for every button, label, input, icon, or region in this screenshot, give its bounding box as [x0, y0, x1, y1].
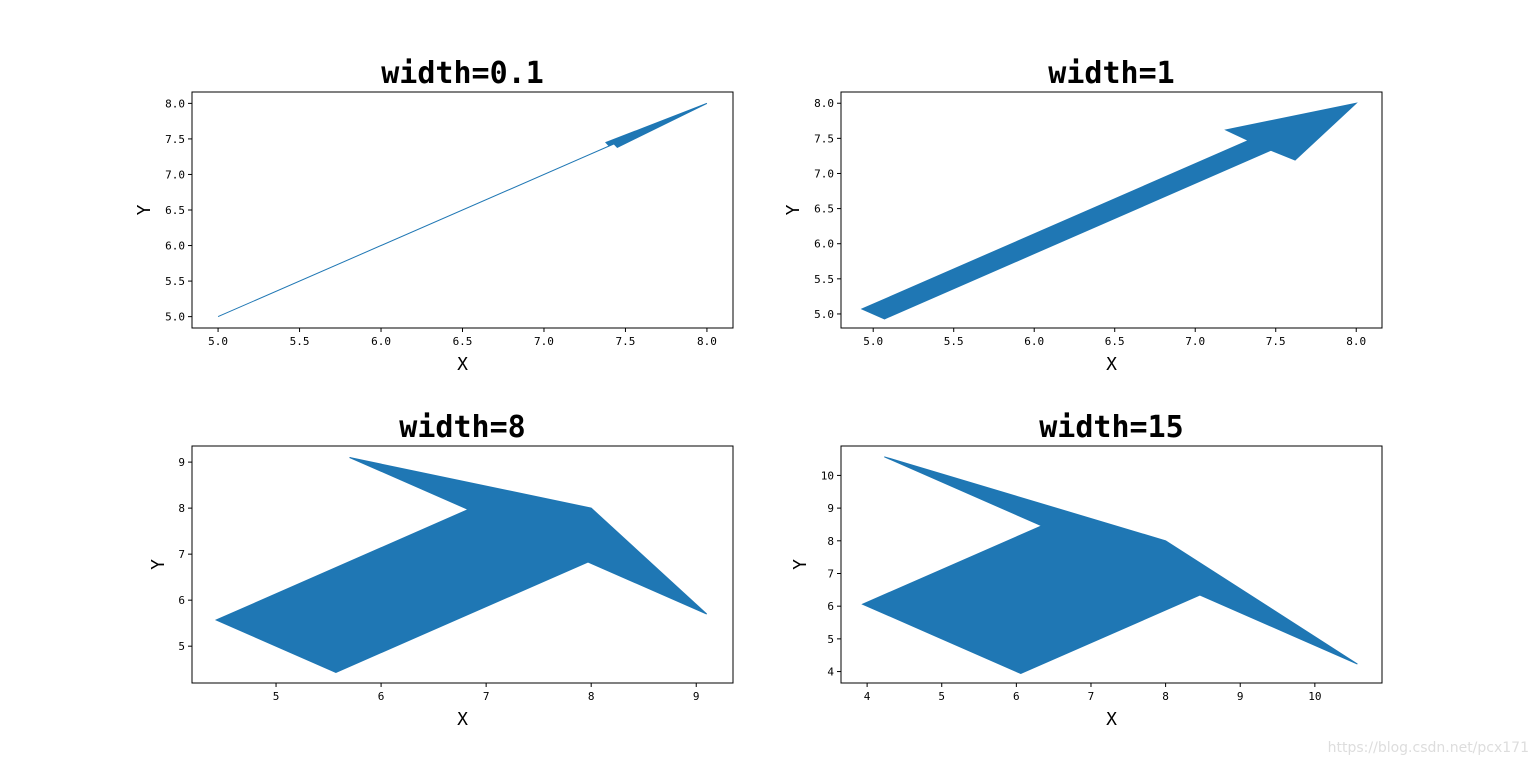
- x-tick-label: 7.5: [1266, 335, 1286, 348]
- x-tick-label: 7.0: [534, 335, 554, 348]
- y-tick-label: 7.0: [814, 167, 834, 180]
- y-tick-label: 8.0: [165, 97, 185, 110]
- y-tick-label: 8: [827, 535, 834, 548]
- x-tick-label: 5: [273, 690, 280, 703]
- y-tick-label: 7.5: [814, 132, 834, 145]
- x-tick-label: 9: [693, 690, 700, 703]
- y-tick-label: 9: [827, 502, 834, 515]
- x-tick-label: 8: [1162, 690, 1169, 703]
- y-tick-label: 8.0: [814, 97, 834, 110]
- chart-title: width=1: [1048, 56, 1174, 91]
- subplot-3: 5 6 7 8 9 5 6 7 8 9 width=8 X Y: [148, 410, 734, 730]
- x-axis-label: X: [1106, 709, 1117, 730]
- x-tick-label: 6.5: [453, 335, 473, 348]
- subplot-2: 5.0 5.5 6.0 6.5 7.0 7.5 8.0 5.0 5.5 6.0 6.5 7.0 7.5 8…: [783, 56, 1383, 375]
- x-tick-label: 5.0: [208, 335, 228, 348]
- chart-title: width=0.1: [381, 56, 544, 91]
- axes-frame: [840, 445, 1383, 684]
- x-tick-label: 7: [1088, 690, 1095, 703]
- subplot-1: 5.0 5.5 6.0 6.5 7.0 7.5 8.0 5.0 5.5 6.0 6.5 7.0 7.5 8…: [134, 56, 734, 375]
- x-tick-label: 8.0: [1346, 335, 1366, 348]
- y-axis-label: Y: [134, 204, 155, 215]
- y-tick-label: 10: [821, 469, 834, 482]
- y-tick-label: 6.5: [814, 203, 834, 216]
- x-tick-label: 5.0: [863, 335, 883, 348]
- chart-title: width=8: [399, 410, 525, 445]
- x-tick-label: 5.5: [290, 335, 310, 348]
- x-axis-label: X: [1106, 354, 1117, 375]
- y-tick-label: 4: [827, 666, 834, 679]
- y-tick-label: 5: [178, 640, 185, 653]
- x-tick-label: 5: [938, 690, 945, 703]
- y-tick-label: 5.0: [165, 311, 185, 324]
- y-tick-label: 6.5: [165, 204, 185, 217]
- watermark-text: https://blog.csdn.net/pcx171: [1328, 740, 1529, 756]
- x-tick-label: 10: [1308, 690, 1321, 703]
- x-tick-label: 6.0: [371, 335, 391, 348]
- y-tick-label: 5: [827, 633, 834, 646]
- y-tick-label: 7.0: [165, 168, 185, 181]
- y-tick-label: 6: [178, 594, 185, 607]
- y-tick-label: 9: [178, 456, 185, 469]
- y-axis-label: Y: [783, 204, 804, 215]
- x-tick-label: 7: [483, 690, 490, 703]
- x-tick-label: 4: [864, 690, 871, 703]
- x-tick-label: 9: [1237, 690, 1244, 703]
- y-tick-label: 6.0: [814, 238, 834, 251]
- y-tick-label: 7.5: [165, 133, 185, 146]
- arrow-shape: [861, 456, 1358, 675]
- y-tick-label: 7: [827, 567, 834, 580]
- subplot-4: 4 5 6 7 8 9 10 4 5 6 7 8 9 10 width=15 X Y: [790, 410, 1383, 730]
- x-tick-label: 6: [1013, 690, 1020, 703]
- arrow-shape: [860, 102, 1358, 320]
- x-axis-label: X: [457, 354, 468, 375]
- x-tick-label: 6: [378, 690, 385, 703]
- arrow-shape: [214, 457, 708, 673]
- y-tick-label: 6.0: [165, 240, 185, 253]
- y-tick-label: 6: [827, 600, 834, 613]
- x-axis-label: X: [457, 709, 468, 730]
- y-tick-label: 8: [178, 502, 185, 515]
- x-tick-label: 8.0: [697, 335, 717, 348]
- x-tick-label: 5.5: [944, 335, 964, 348]
- y-tick-label: 5.5: [814, 273, 834, 286]
- x-tick-label: 8: [588, 690, 595, 703]
- y-axis-label: Y: [148, 559, 169, 570]
- y-axis-label: Y: [790, 559, 811, 570]
- y-tick-label: 5.0: [814, 308, 834, 321]
- y-tick-label: 5.5: [165, 275, 185, 288]
- x-tick-label: 6.0: [1024, 335, 1044, 348]
- chart-title: width=15: [1039, 410, 1184, 445]
- x-tick-label: 7.0: [1185, 335, 1205, 348]
- x-tick-label: 6.5: [1105, 335, 1125, 348]
- x-tick-label: 7.5: [616, 335, 636, 348]
- y-tick-label: 7: [178, 548, 185, 561]
- axes-frame: [840, 91, 1383, 329]
- arrow-shape: [217, 102, 708, 318]
- axes-frame: [191, 445, 734, 684]
